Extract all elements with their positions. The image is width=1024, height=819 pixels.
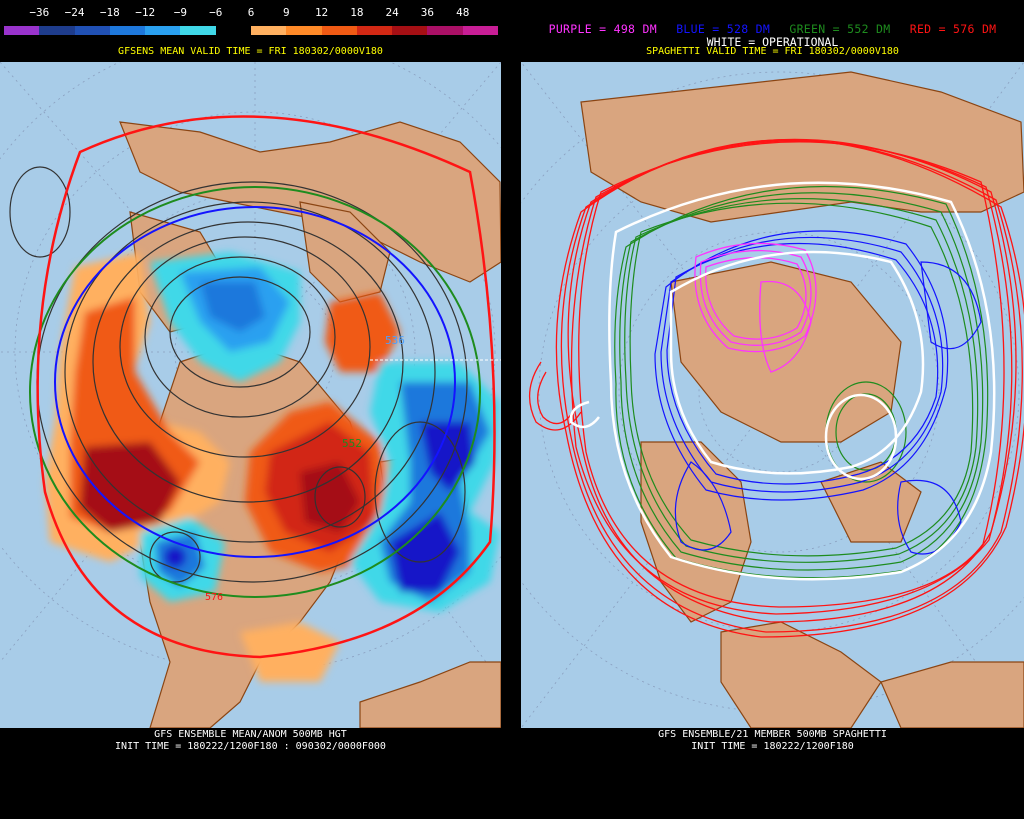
colorbar-label: −12 xyxy=(135,6,156,19)
spaghetti-map xyxy=(521,62,1024,728)
colorbar-swatch xyxy=(427,26,463,35)
contour-label-552: 552 xyxy=(342,437,362,450)
legend-white: WHITE = OPERATIONAL xyxy=(706,35,839,49)
right-footer-title: GFS ENSEMBLE/21 MEMBER 500MB SPAGHETTI xyxy=(658,729,887,740)
colorbar-label: −18 xyxy=(99,6,120,19)
colorbar-label: 24 xyxy=(385,6,399,19)
left-footer-init: INIT TIME = 180222/1200F180 : 090302/000… xyxy=(115,741,386,752)
ensemble-mean-map: 536 552 576 xyxy=(0,62,501,728)
colorbar-swatch xyxy=(74,26,110,35)
panel-divider xyxy=(501,0,521,819)
right-footer: GFS ENSEMBLE/21 MEMBER 500MB SPAGHETTI I… xyxy=(521,729,1024,753)
colorbar-swatch xyxy=(4,26,40,35)
right-valid-time: SPAGHETTI VALID TIME = FRI 180302/0000V1… xyxy=(646,46,899,57)
colorbar-label: −36 xyxy=(29,6,50,19)
colorbar-swatches xyxy=(4,26,498,35)
contour-576 xyxy=(36,115,496,659)
legend-green: GREEN = 552 DM xyxy=(789,22,891,36)
colorbar-label: 36 xyxy=(420,6,435,19)
colorbar-label: 48 xyxy=(456,6,470,19)
colorbar-swatch xyxy=(145,26,181,35)
legend-blue: BLUE = 528 DM xyxy=(676,22,771,36)
ensemble-mean-panel: −36 −24 −18 −12 −9 −6 6 9 12 18 24 36 48 GFSENS MEAN… xyxy=(0,0,501,819)
left-footer: GFS ENSEMBLE MEAN/ANOM 500MB HGT INIT TI… xyxy=(0,729,501,753)
colorbar-label: −24 xyxy=(64,6,85,19)
colorbar-label: −6 xyxy=(209,6,223,19)
contour-552 xyxy=(29,186,481,598)
contour-536 xyxy=(54,206,456,558)
colorbar-labels: −36 −24 −18 −12 −9 −6 6 9 12 18 24 36 48 xyxy=(4,6,498,22)
legend-purple: PURPLE = 498 DM xyxy=(548,22,657,36)
colorbar-swatch xyxy=(286,26,322,35)
spaghetti-panel: PURPLE = 498 DM BLUE = 528 DM GREEN = 55… xyxy=(521,0,1024,819)
landmasses xyxy=(580,71,1024,728)
colorbar-swatch xyxy=(462,26,498,35)
colorbar-label: 6 xyxy=(247,6,255,19)
colorbar-label: 9 xyxy=(282,6,290,19)
contour-label-536: 536 xyxy=(385,334,405,347)
colorbar-swatch xyxy=(39,26,75,35)
colorbar-swatch xyxy=(215,26,251,35)
colorbar-label: −9 xyxy=(173,6,188,19)
colorbar-swatch xyxy=(392,26,428,35)
left-footer-title: GFS ENSEMBLE MEAN/ANOM 500MB HGT xyxy=(154,729,347,740)
colorbar-swatch xyxy=(356,26,393,35)
left-valid-time: GFSENS MEAN VALID TIME = FRI 180302/0000… xyxy=(118,46,383,57)
spaghetti-legend: PURPLE = 498 DM BLUE = 528 DM GREEN = 55… xyxy=(521,22,1024,36)
spaghetti-498-purple xyxy=(694,242,817,373)
colorbar-swatch xyxy=(321,26,357,35)
right-footer-init: INIT TIME = 180222/1200F180 xyxy=(691,741,854,752)
colorbar-swatch xyxy=(250,26,287,35)
operational-contours xyxy=(569,181,996,581)
colorbar-swatch xyxy=(180,26,216,35)
colorbar-label: 12 xyxy=(314,6,329,19)
colorbar-label: 18 xyxy=(350,6,364,19)
colorbar-swatch xyxy=(109,26,146,35)
legend-red: RED = 576 DM xyxy=(909,22,997,36)
spaghetti-576-red xyxy=(528,138,1024,638)
contour-label-576: 576 xyxy=(205,592,223,603)
anomaly-colorbar: −36 −24 −18 −12 −9 −6 6 9 12 18 24 36 48 xyxy=(4,6,498,35)
